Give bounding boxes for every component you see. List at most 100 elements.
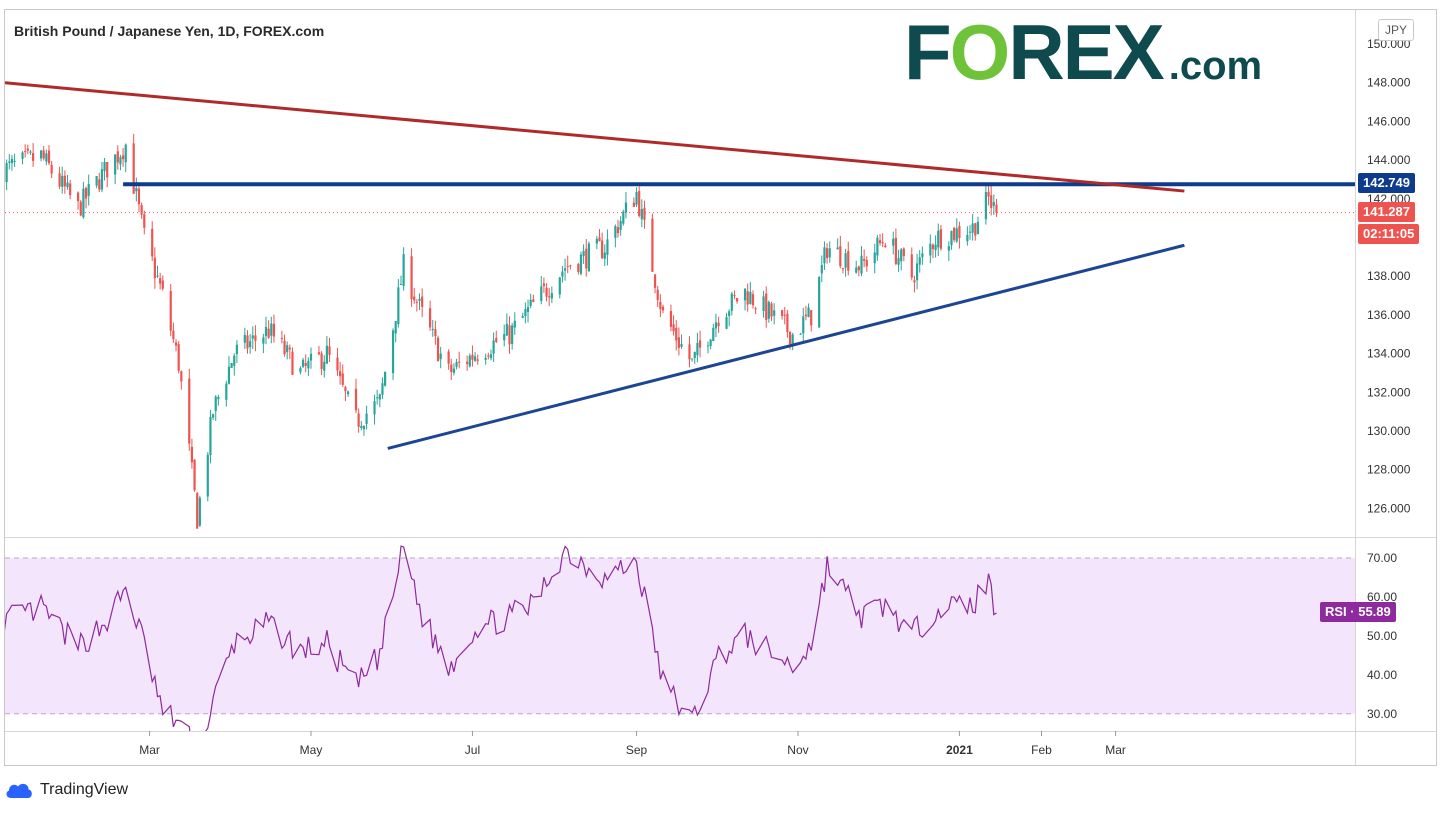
candle-body — [373, 401, 376, 415]
candle-body — [966, 234, 969, 242]
candle-body — [66, 182, 69, 188]
candle-body — [450, 364, 453, 373]
candle-body — [301, 359, 305, 367]
candle-body — [847, 250, 850, 271]
candle-body — [638, 191, 641, 217]
candle-body — [770, 303, 773, 317]
candle-body — [696, 342, 699, 356]
candle-body — [227, 366, 231, 384]
candle-body — [900, 249, 903, 262]
candle-body — [767, 301, 770, 319]
candle-body — [669, 311, 673, 327]
rsi-axis-label: 50.00 — [1367, 629, 1397, 643]
candle-body — [902, 248, 905, 256]
logo-text-rex: REX — [1008, 8, 1164, 96]
candle-body — [487, 355, 490, 357]
candle-body — [47, 150, 51, 164]
candle-body — [855, 267, 858, 273]
candle-body — [153, 257, 156, 279]
candle-body — [577, 264, 580, 272]
price-axis-label: 132.000 — [1367, 385, 1411, 399]
price-axis-label: 138.000 — [1367, 269, 1411, 283]
candle-body — [447, 351, 450, 364]
candle-body — [394, 321, 397, 334]
candle-body — [188, 378, 191, 444]
candle-body — [661, 306, 665, 311]
candle-body — [823, 247, 826, 264]
candle-body — [860, 255, 863, 274]
candle-body — [958, 226, 961, 239]
time-axis-label: Sep — [626, 743, 648, 757]
candle-body — [781, 310, 784, 316]
candle-body — [955, 228, 958, 242]
currency-button[interactable]: JPY — [1378, 19, 1414, 41]
candle-body — [119, 157, 122, 165]
last-price-tag: 141.287 — [1358, 202, 1415, 222]
candle-body — [653, 274, 657, 288]
candle-body — [378, 394, 381, 400]
candle-body — [836, 247, 839, 250]
tradingview-brand[interactable]: TradingView — [4, 778, 128, 802]
price-axis-label: 148.000 — [1367, 76, 1411, 90]
candle-body — [140, 204, 143, 215]
candle-body — [235, 344, 239, 354]
price-axis-label: 136.000 — [1367, 308, 1411, 322]
candle-body — [354, 388, 358, 411]
candle-body — [325, 345, 328, 364]
candle-body — [124, 144, 127, 163]
candle-body — [513, 320, 516, 328]
candle-body — [61, 175, 64, 187]
candle-body — [21, 152, 24, 159]
candle-body — [601, 240, 604, 259]
price-axis-label: 144.000 — [1367, 153, 1411, 167]
candle-body — [323, 361, 326, 371]
candle-body — [614, 226, 617, 238]
candle-body — [561, 271, 564, 277]
candle-body — [58, 173, 61, 187]
candle-body — [307, 360, 310, 369]
candle-body — [616, 227, 620, 234]
time-axis-label: May — [300, 743, 323, 757]
candle-body — [137, 188, 141, 205]
candle-body — [987, 191, 990, 197]
candle-body — [881, 242, 884, 244]
candle-body — [566, 265, 569, 267]
candle-body — [381, 383, 384, 395]
candle-body — [712, 327, 715, 342]
candle-body — [135, 188, 138, 192]
candle-body — [709, 339, 712, 347]
candle-body — [177, 344, 180, 371]
candle-body — [606, 239, 609, 255]
logo-text-o: O — [949, 8, 1011, 96]
candle-body — [473, 356, 477, 361]
candle-body — [698, 340, 702, 348]
rsi-value-tag: RSI · 55.89 — [1320, 602, 1396, 622]
candle-body — [550, 293, 553, 299]
candle-body — [151, 228, 154, 257]
candle-body — [267, 328, 270, 338]
candle-body — [103, 161, 106, 171]
candle-body — [603, 252, 606, 259]
candle-body — [585, 248, 588, 269]
candle-body — [63, 175, 66, 187]
candle-body — [249, 341, 252, 347]
candle-body — [857, 266, 860, 271]
candle-body — [413, 296, 416, 301]
candle-body — [810, 310, 813, 326]
candle-body — [526, 307, 530, 313]
candle-body — [468, 355, 471, 367]
candle-body — [476, 359, 479, 361]
candle-body — [50, 164, 53, 174]
candle-body — [619, 220, 622, 230]
candle-body — [270, 323, 273, 336]
candle-body — [286, 345, 289, 353]
candle-body — [376, 397, 379, 399]
time-axis-label: Mar — [139, 743, 160, 757]
candle-body — [13, 160, 16, 162]
candle-body — [542, 283, 546, 287]
candle-body — [254, 335, 257, 341]
candle-body — [931, 244, 935, 250]
candle-body — [754, 308, 757, 310]
candle-body — [865, 259, 868, 267]
